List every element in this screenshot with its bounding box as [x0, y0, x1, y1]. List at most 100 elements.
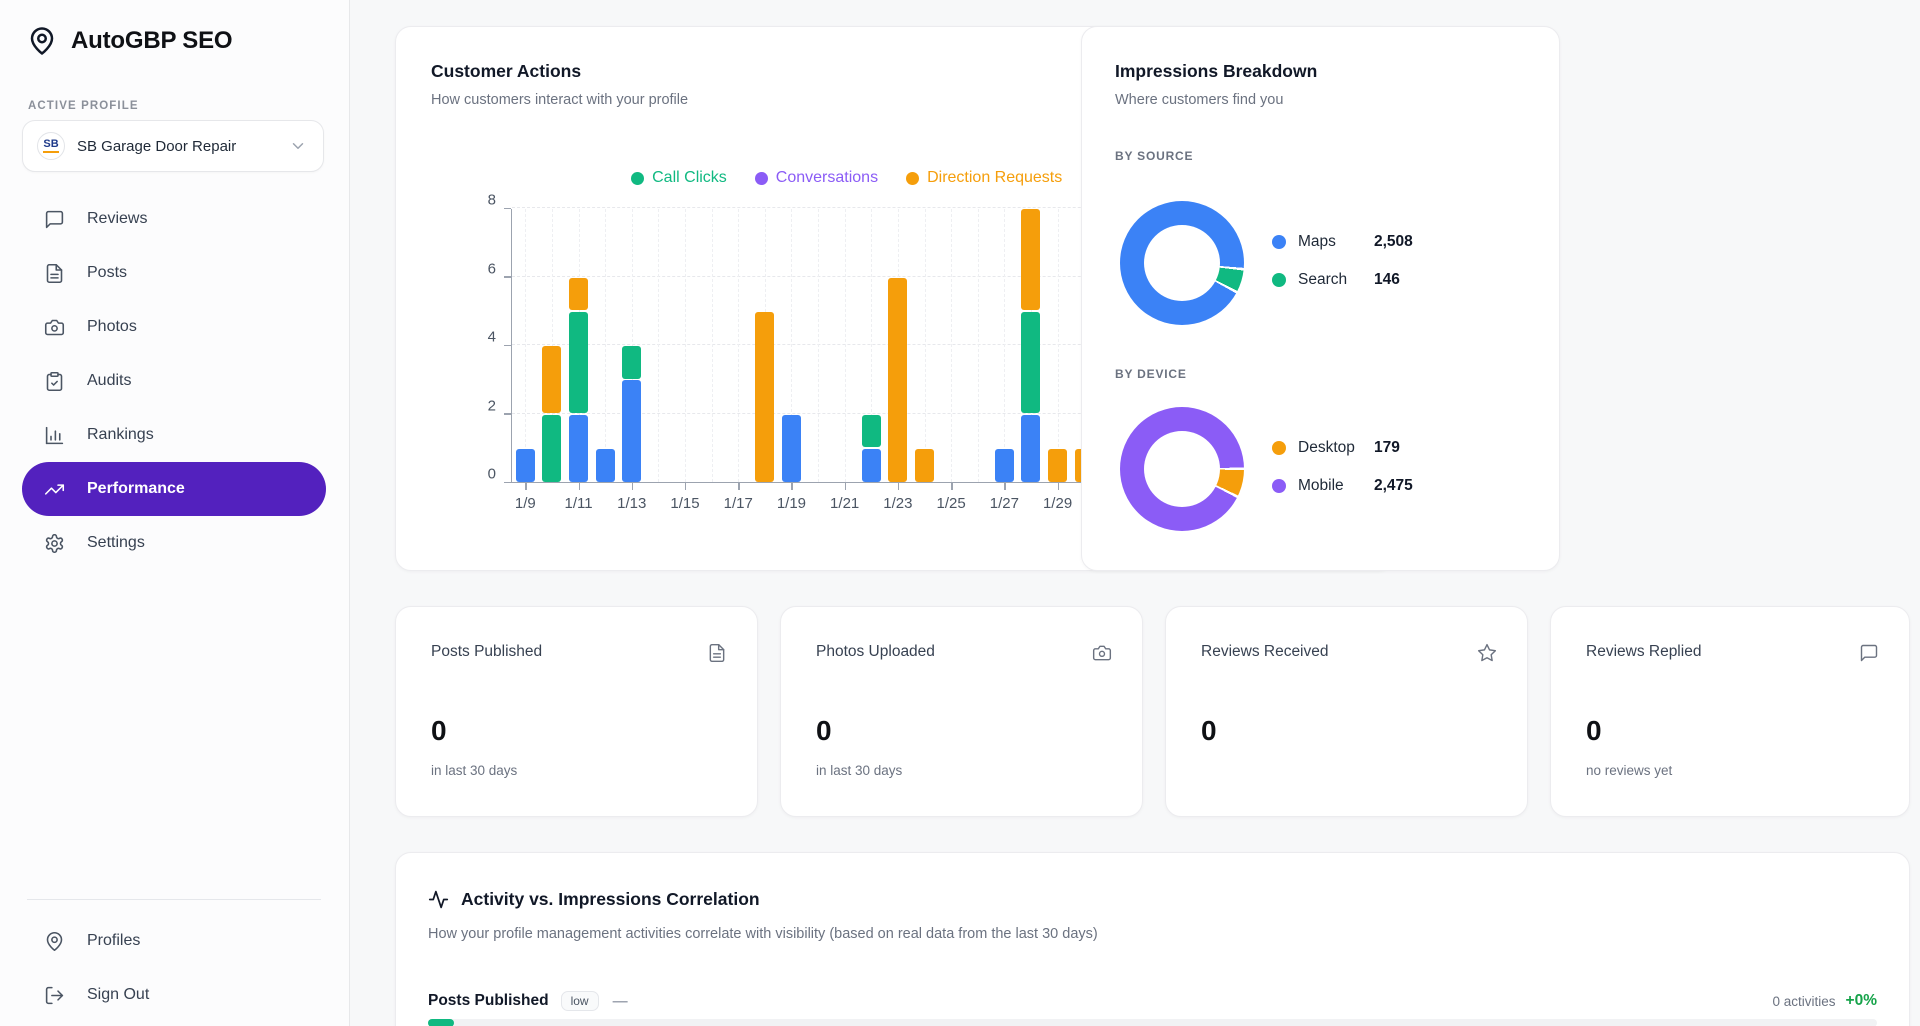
stat-value: 0 [816, 715, 832, 746]
camera-icon [44, 319, 65, 335]
sidebar-item-label: Profiles [87, 932, 141, 949]
bar-segment-website-clicks[interactable] [595, 448, 615, 482]
map-pin-icon [46, 931, 63, 951]
sidebar-item-performance[interactable]: Performance [22, 462, 326, 516]
file-text-icon [46, 263, 63, 283]
gridline [525, 209, 527, 482]
sidebar-item-reviews[interactable]: Reviews [22, 192, 326, 246]
gridline [658, 209, 660, 482]
legend-item-call-clicks[interactable]: Call Clicks [631, 169, 727, 187]
active-profile-label: ACTIVE PROFILE [28, 100, 139, 112]
x-axis-label: 1/23 [883, 495, 913, 512]
gridline [818, 209, 820, 482]
maps-value: 2,508 [1374, 233, 1413, 250]
gridline [1004, 209, 1006, 482]
customer-actions-subtitle: How customers interact with your profile [431, 92, 689, 108]
log-out-icon [45, 986, 64, 1004]
camera-icon [1092, 645, 1112, 661]
trending-up-icon [44, 483, 65, 495]
legend-dot [754, 171, 768, 185]
gridline [631, 209, 633, 482]
bar-segment-direction-requests[interactable] [569, 277, 589, 311]
by-device-label: BY DEVICE [1115, 367, 1187, 381]
profile-selector-dropdown[interactable]: SB SB Garage Door Repair [22, 120, 324, 172]
bar-segment-call-clicks[interactable] [569, 311, 589, 413]
gridline [711, 209, 713, 482]
customer-actions-bar-chart: 0 2 4 6 8 1/9 1/11 1/13 1/15 1/17 1/19 1/21 1/23 1/25… [488, 192, 1336, 512]
bar-chart-icon [45, 426, 64, 444]
desktop-value: 179 [1374, 439, 1400, 456]
message-square-icon [45, 210, 64, 228]
bar-segment-website-clicks[interactable] [781, 414, 801, 482]
x-axis-tick [684, 483, 687, 490]
activity-icon [428, 890, 449, 909]
activities-count: 0 activities [1772, 993, 1836, 1009]
correlation-title: Activity vs. Impressions Correlation [461, 889, 760, 909]
bar-segment-direction-requests[interactable] [1021, 209, 1041, 311]
sidebar-item-posts[interactable]: Posts [22, 246, 326, 300]
by-source-label: BY SOURCE [1115, 149, 1194, 163]
stat-title: Posts Published [431, 643, 543, 660]
bar-segment-website-clicks[interactable] [861, 448, 881, 482]
correlation-header: Activity vs. Impressions Correlation [428, 889, 1877, 910]
bar-segment-direction-requests[interactable] [915, 448, 934, 482]
sidebar-item-label: Sign Out [87, 986, 150, 1003]
sidebar-item-label: Rankings [87, 426, 154, 443]
message-square-icon [1860, 644, 1878, 662]
y-axis-tick [504, 276, 511, 278]
sidebar-item-rankings[interactable]: Rankings [22, 408, 326, 462]
x-axis-label: 1/25 [936, 495, 966, 512]
bar-segment-website-clicks[interactable] [515, 448, 535, 482]
sidebar-item-label: Settings [87, 534, 145, 551]
sidebar-item-sign-out[interactable]: Sign Out [22, 968, 326, 1022]
gridline [924, 209, 926, 482]
bar-segment-call-clicks[interactable] [622, 346, 642, 379]
gridline [684, 209, 686, 482]
x-axis-label: 1/13 [617, 495, 647, 512]
legend-item-direction-requests[interactable]: Direction Requests [906, 169, 1062, 187]
bar-segment-website-clicks[interactable] [569, 414, 589, 482]
bar-segment-direction-requests[interactable] [1048, 448, 1068, 482]
mobile-value: 2,475 [1374, 477, 1413, 494]
stat-title: Photos Uploaded [816, 643, 935, 660]
bar-segment-call-clicks[interactable] [1021, 311, 1041, 413]
customer-actions-title: Customer Actions [431, 61, 582, 81]
bar-segment-website-clicks[interactable] [994, 448, 1014, 482]
legend-item-conversations[interactable]: Conversations [754, 169, 878, 187]
gridline [512, 275, 1336, 277]
sidebar-item-profiles[interactable]: Profiles [22, 914, 326, 968]
x-axis-label: 1/11 [564, 495, 593, 512]
correlation-row-posts-published: Posts Published low — 0 activities +0% [428, 991, 1877, 1011]
sidebar-item-settings[interactable]: Settings [22, 516, 326, 570]
bar-segment-direction-requests[interactable] [755, 311, 775, 482]
x-axis-label: 1/29 [1042, 495, 1073, 512]
legend-dot [906, 171, 920, 185]
gridline [605, 209, 607, 482]
legend-row-maps: Maps 2,508 [1272, 233, 1413, 251]
bar-segment-website-clicks[interactable] [622, 380, 642, 482]
stat-title: Reviews Replied [1586, 643, 1702, 660]
reviews-replied-card: Reviews Replied 0 no reviews yet [1550, 606, 1910, 817]
gridline [512, 412, 1336, 414]
impressions-breakdown-card: Impressions Breakdown Where customers fi… [1081, 26, 1560, 571]
x-axis-label: 1/17 [723, 495, 753, 512]
x-axis-tick [525, 483, 527, 490]
sidebar-item-audits[interactable]: Audits [22, 354, 326, 408]
sidebar: AutoGBP SEO ACTIVE PROFILE SB SB Garage … [0, 0, 350, 1026]
correlation-row-stats: 0 activities +0% [1773, 992, 1878, 1010]
posts-published-card: Posts Published 0 in last 30 days [395, 606, 758, 817]
star-icon [1477, 643, 1497, 662]
photos-uploaded-card: Photos Uploaded 0 in last 30 days [780, 606, 1143, 817]
progress-fill [428, 1019, 455, 1026]
bar-segment-call-clicks[interactable] [542, 414, 562, 482]
divider [27, 899, 321, 900]
bar-segment-direction-requests[interactable] [888, 277, 908, 482]
x-axis-tick [578, 483, 581, 490]
sidebar-item-photos[interactable]: Photos [22, 300, 326, 354]
x-axis-tick [844, 483, 847, 490]
bar-segment-call-clicks[interactable] [861, 414, 881, 448]
y-axis-label: 0 [487, 465, 496, 483]
bar-segment-direction-requests[interactable] [542, 346, 562, 413]
bar-segment-website-clicks[interactable] [1021, 414, 1041, 482]
search-dot [1272, 273, 1286, 287]
